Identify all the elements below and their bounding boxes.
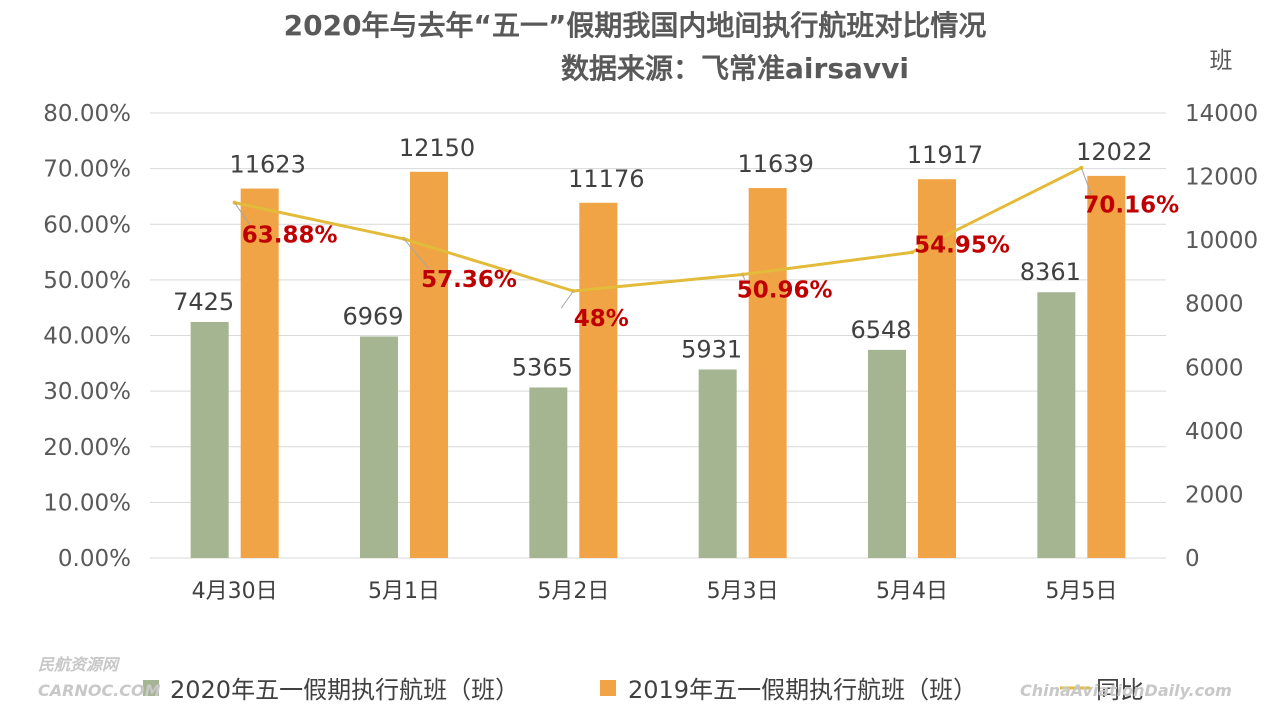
- bar-value-label-2019: 11917: [907, 141, 983, 169]
- bar-value-label-2020: 6548: [850, 316, 911, 344]
- y-right-tick-label: 2000: [1185, 482, 1244, 508]
- legend-swatch-2019: [600, 680, 616, 696]
- bar-2019: [1087, 175, 1126, 559]
- yoy-value-label: 63.88%: [242, 223, 338, 249]
- leader-line: [742, 274, 746, 280]
- bar-value-label-2020: 8361: [1020, 258, 1081, 286]
- chart-title: 2020年与去年“五一”假期我国内地间执行航班对比情况: [284, 9, 987, 42]
- bar-2020: [868, 349, 906, 558]
- gridlines: [150, 112, 1166, 559]
- watermark-chinaaviationdaily: ChinaAviationDaily.com: [1020, 681, 1232, 700]
- legend-label-yoy: 同比: [1096, 676, 1144, 704]
- y-right-tick-label: 14000: [1185, 101, 1258, 127]
- y-right-tick-label: 8000: [1185, 292, 1244, 318]
- y-left-tick-label: 70.00%: [43, 157, 131, 183]
- y-right-tick-label: 4000: [1185, 419, 1244, 445]
- bar-value-label-2019: 11176: [568, 165, 644, 193]
- legend: 2020年五一假期执行航班（班） 2019年五一假期执行航班（班） 同比: [143, 676, 1144, 704]
- bar-2020: [190, 321, 229, 558]
- legend-label-2019: 2019年五一假期执行航班（班）: [628, 676, 977, 704]
- bar-value-label-2019: 11639: [737, 150, 813, 178]
- yoy-value-label: 54.95%: [914, 232, 1010, 258]
- y-left-tick-label: 0.00%: [58, 546, 131, 572]
- leader-line: [403, 238, 430, 270]
- bar-2020: [1037, 292, 1076, 558]
- y-left-tick-label: 40.00%: [43, 324, 131, 350]
- bar-2019: [240, 188, 279, 559]
- watermark-carnoc-cn: 民航资源网: [38, 655, 121, 674]
- bar-2019: [918, 179, 956, 558]
- bar-value-label-2020: 5365: [512, 353, 573, 381]
- bar-value-label-2020: 5931: [681, 335, 742, 363]
- bar-2020: [360, 336, 398, 558]
- y-left-tick-label: 20.00%: [43, 435, 131, 461]
- x-tick-label: 5月1日: [368, 579, 440, 604]
- x-tick-label: 5月2日: [537, 579, 609, 604]
- yoy-value-label: 57.36%: [421, 267, 517, 293]
- yoy-line: [234, 166, 1083, 293]
- bar-2019: [410, 171, 448, 558]
- data-labels: 7425 11623 6969 12150 5365 11176 5931 11639 6548…: [173, 134, 1179, 382]
- leader-line: [234, 202, 251, 225]
- y-right-tick-label: 6000: [1185, 355, 1244, 381]
- x-tick-label: 4月30日: [192, 579, 278, 604]
- leader-line: [1080, 167, 1092, 195]
- axes: 0.00% 10.00% 20.00% 30.00% 40.00% 50.00% 60.00…: [43, 101, 1258, 604]
- bar-value-label-2019: 12022: [1076, 138, 1152, 166]
- legend-label-2020: 2020年五一假期执行航班（班）: [170, 676, 519, 704]
- watermark-carnoc: CARNOC.COM: [38, 681, 161, 700]
- chart-subtitle: 数据来源：飞常准airsavvi: [561, 52, 909, 85]
- y-left-tick-label: 50.00%: [43, 268, 131, 294]
- bars: [190, 171, 1126, 559]
- legend-swatch-2020: [143, 680, 159, 696]
- y-left-tick-label: 10.00%: [43, 490, 131, 516]
- y-left-tick-label: 60.00%: [43, 212, 131, 238]
- bar-2020: [529, 387, 568, 558]
- bar-2019: [579, 202, 618, 558]
- right-axis-unit-label: 班: [1210, 48, 1233, 74]
- bar-2019: [748, 188, 787, 558]
- bar-value-label-2019: 11623: [229, 151, 305, 179]
- yoy-value-label: 48%: [574, 306, 629, 332]
- x-tick-label: 5月4日: [876, 579, 948, 604]
- y-right-tick-label: 12000: [1185, 165, 1258, 191]
- yoy-value-label: 50.96%: [737, 278, 833, 304]
- x-tick-label: 5月5日: [1045, 579, 1117, 604]
- y-left-tick-label: 80.00%: [43, 101, 131, 127]
- bar-value-label-2020: 7425: [173, 288, 234, 316]
- bar-value-label-2020: 6969: [342, 302, 403, 330]
- x-tick-label: 5月3日: [707, 579, 779, 604]
- leader-line: [560, 290, 574, 309]
- bar-value-label-2019: 12150: [399, 134, 475, 162]
- yoy-value-label: 70.16%: [1083, 193, 1179, 219]
- bar-2020: [698, 369, 737, 558]
- y-right-tick-label: 10000: [1185, 228, 1258, 254]
- y-right-tick-label: 0: [1185, 546, 1200, 572]
- y-left-tick-label: 30.00%: [43, 379, 131, 405]
- yoy-point: [910, 250, 914, 255]
